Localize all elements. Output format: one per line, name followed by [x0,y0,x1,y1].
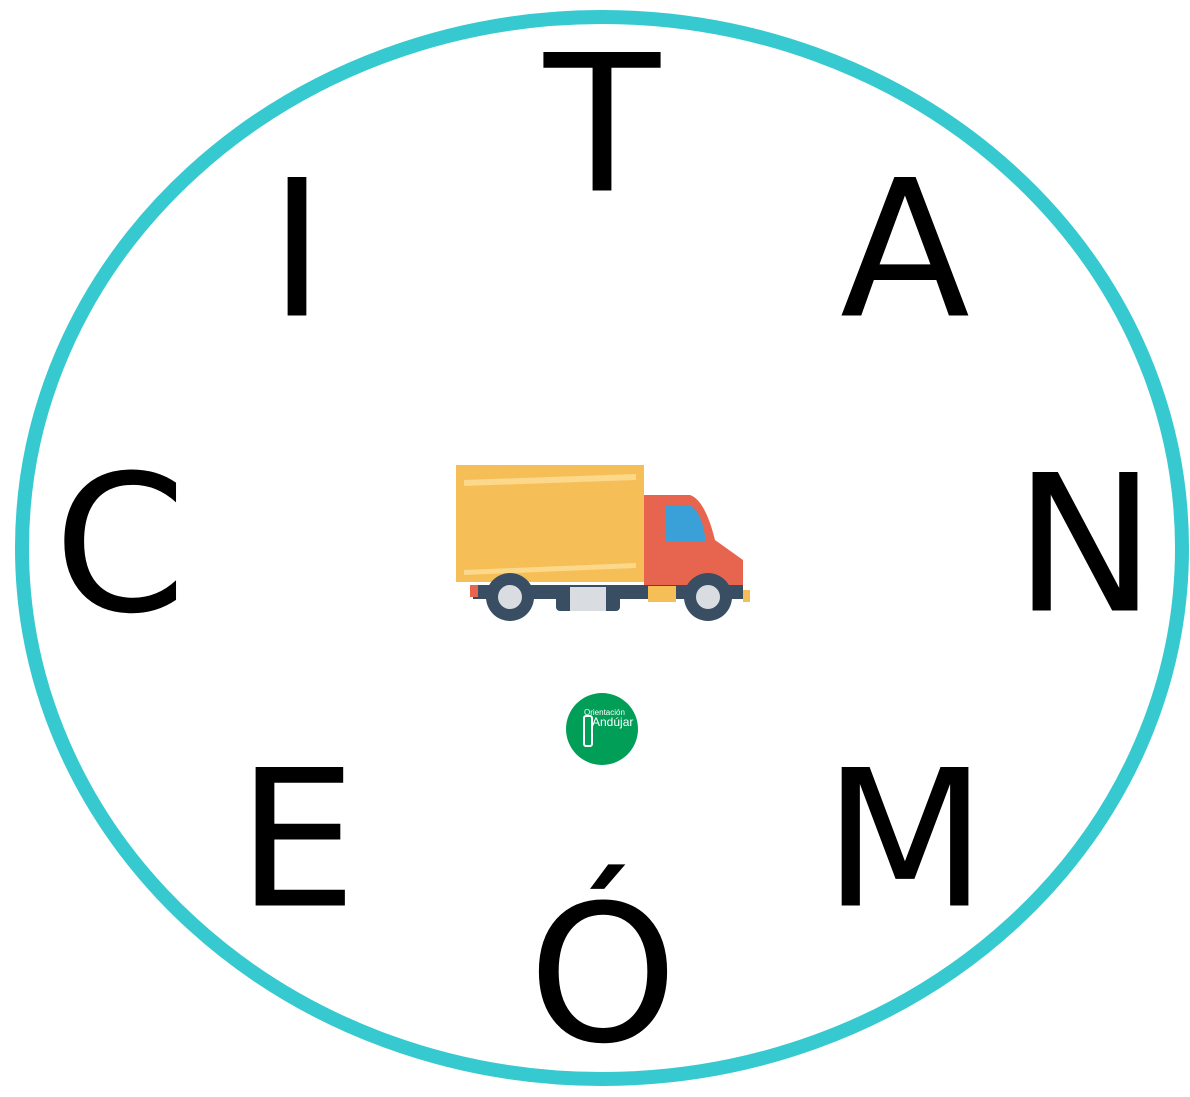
letter: M [823,730,987,951]
letter: N [1014,435,1156,656]
letter: C [54,435,187,656]
letter: E [237,730,357,951]
letter: I [269,140,325,361]
letter: A [840,140,970,361]
puzzle-board: Orientación Andújar TANMÓECI [0,0,1190,1097]
letter: T [543,15,661,236]
logo-line2: Andújar [592,715,633,729]
logo: Orientación Andújar [566,693,638,765]
letter: Ó [528,864,678,1086]
